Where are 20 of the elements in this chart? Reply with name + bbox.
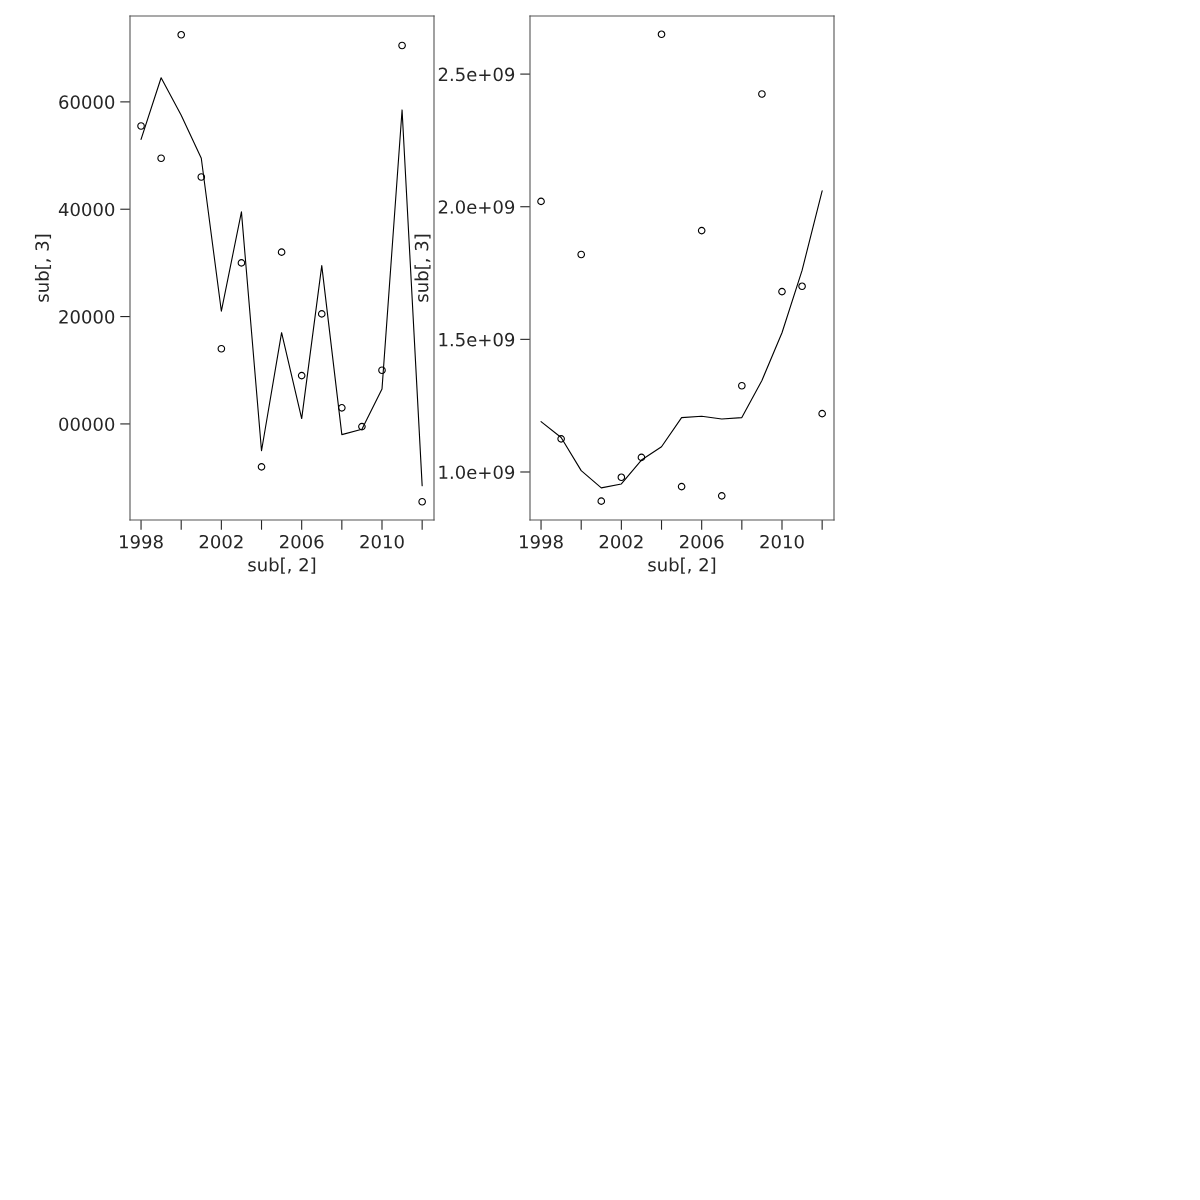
x-tick-label: 2006 <box>280 534 324 549</box>
y-tick-label: 2.0e+09 <box>438 200 515 214</box>
y-axis-title: sub[, 3] <box>414 234 431 302</box>
y-tick-label: 00000 <box>59 417 115 432</box>
x-tick-label: 2006 <box>680 534 724 549</box>
y-tick-label: 1.0e+09 <box>439 465 515 480</box>
x-axis-title: sub[, 2] <box>248 557 316 574</box>
x-tick-label: 2010 <box>760 534 804 549</box>
y-axis-title: sub[, 3] <box>34 234 52 302</box>
x-tick-label: 2010 <box>360 534 404 549</box>
x-axis-title: sub[, 2] <box>648 557 716 574</box>
y-tick-label: 2.5e+09 <box>438 67 515 82</box>
y-tick-label: 60000 <box>59 95 115 109</box>
y-tick-label: 1.5e+09 <box>439 332 515 347</box>
x-tick-label: 1998 <box>120 534 163 549</box>
x-tick-label: 2002 <box>199 534 243 549</box>
x-tick-label: 2002 <box>599 534 643 549</box>
y-tick-label: 20000 <box>59 310 115 324</box>
y-tick-label: 40000 <box>58 202 115 217</box>
x-tick-label: 1998 <box>520 534 563 549</box>
